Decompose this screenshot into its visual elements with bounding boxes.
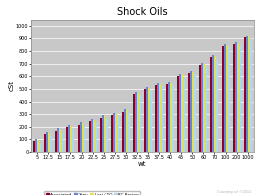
Bar <box>237 43 239 152</box>
Bar <box>166 84 168 152</box>
Bar <box>214 56 217 152</box>
Bar <box>172 85 174 152</box>
Bar <box>205 66 207 152</box>
Bar <box>203 64 205 152</box>
Bar <box>122 112 124 152</box>
X-axis label: wt: wt <box>138 161 147 167</box>
Bar <box>68 125 70 152</box>
Bar <box>248 36 250 152</box>
Bar <box>135 92 137 152</box>
Bar <box>89 121 91 152</box>
Bar <box>92 120 95 152</box>
Y-axis label: cSt: cSt <box>8 80 15 91</box>
Bar <box>115 113 117 152</box>
Bar <box>246 36 248 152</box>
Bar <box>111 115 113 152</box>
Bar <box>183 77 185 152</box>
Bar <box>80 122 82 152</box>
Bar <box>150 90 152 152</box>
Bar <box>128 113 130 152</box>
Bar <box>50 136 52 152</box>
Bar <box>159 84 161 152</box>
Bar <box>59 130 61 152</box>
Bar <box>157 83 159 152</box>
Legend: Associated, Xray, Losi / TQ, RC Racing: Associated, Xray, Losi / TQ, RC Racing <box>44 191 140 195</box>
Bar <box>235 42 237 152</box>
Bar <box>211 57 212 152</box>
Bar <box>102 115 104 152</box>
Bar <box>91 119 92 152</box>
Bar <box>146 87 148 152</box>
Bar <box>168 82 170 152</box>
Bar <box>221 46 224 152</box>
Bar <box>35 139 37 152</box>
Bar <box>44 134 46 152</box>
Bar <box>228 47 229 152</box>
Bar <box>106 119 108 152</box>
Bar <box>139 95 141 152</box>
Bar <box>233 44 235 152</box>
Bar <box>161 86 163 152</box>
Bar <box>113 113 115 152</box>
Bar <box>181 74 183 152</box>
Title: Shock Oils: Shock Oils <box>117 7 168 17</box>
Text: Courtesy of ©2011: Courtesy of ©2011 <box>217 190 251 194</box>
Bar <box>224 44 226 152</box>
Bar <box>190 71 192 152</box>
Bar <box>133 94 135 152</box>
Bar <box>170 83 172 152</box>
Bar <box>46 132 48 152</box>
Bar <box>82 123 83 152</box>
Bar <box>148 88 150 152</box>
Bar <box>194 74 196 152</box>
Bar <box>57 128 59 152</box>
Bar <box>239 45 241 152</box>
Bar <box>212 56 214 152</box>
Bar <box>124 109 126 152</box>
Bar <box>77 125 80 152</box>
Bar <box>137 93 139 152</box>
Bar <box>250 38 252 152</box>
Bar <box>199 65 202 152</box>
Bar <box>100 118 102 152</box>
Bar <box>188 73 190 152</box>
Bar <box>37 140 39 152</box>
Bar <box>70 126 73 152</box>
Bar <box>95 122 97 152</box>
Bar <box>117 116 119 152</box>
Bar <box>48 133 50 152</box>
Bar <box>55 131 57 152</box>
Bar <box>39 143 41 152</box>
Bar <box>226 45 228 152</box>
Bar <box>177 76 179 152</box>
Bar <box>61 133 63 152</box>
Bar <box>244 37 246 152</box>
Bar <box>83 126 85 152</box>
Bar <box>155 85 157 152</box>
Bar <box>144 89 146 152</box>
Bar <box>104 116 106 152</box>
Bar <box>73 129 74 152</box>
Bar <box>66 128 68 152</box>
Bar <box>126 110 128 152</box>
Bar <box>202 63 203 152</box>
Bar <box>217 59 219 152</box>
Bar <box>192 72 194 152</box>
Bar <box>33 141 35 152</box>
Bar <box>179 74 181 152</box>
